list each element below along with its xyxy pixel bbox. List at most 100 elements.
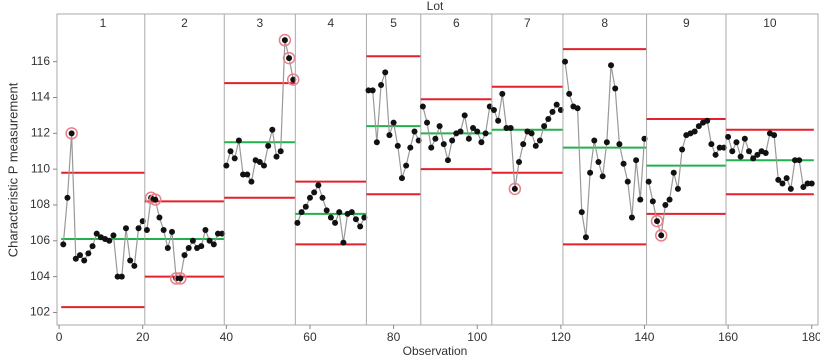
point bbox=[712, 151, 719, 158]
lot-label: 1 bbox=[100, 16, 107, 30]
point bbox=[315, 182, 322, 189]
point bbox=[461, 112, 468, 119]
point bbox=[691, 128, 698, 135]
lot-label: 8 bbox=[601, 16, 608, 30]
x-tick-label: 180 bbox=[802, 330, 820, 344]
point bbox=[248, 178, 255, 185]
point bbox=[725, 133, 732, 140]
y-axis-label: Characteristic P measurement bbox=[5, 82, 20, 257]
point bbox=[361, 214, 368, 221]
point bbox=[231, 155, 238, 162]
point bbox=[290, 76, 297, 83]
y-tick-label: 110 bbox=[31, 161, 50, 175]
point bbox=[474, 128, 481, 135]
point bbox=[411, 128, 418, 135]
point bbox=[478, 139, 485, 146]
point bbox=[595, 158, 602, 165]
point bbox=[260, 162, 267, 169]
point bbox=[495, 117, 502, 124]
point bbox=[775, 176, 782, 183]
lot-label: 9 bbox=[683, 16, 690, 30]
series-line bbox=[493, 93, 562, 189]
point bbox=[516, 158, 523, 165]
lot-label: 2 bbox=[181, 16, 188, 30]
point bbox=[754, 151, 761, 158]
point bbox=[670, 169, 677, 176]
point bbox=[662, 201, 669, 208]
point bbox=[511, 185, 518, 192]
point bbox=[177, 275, 184, 282]
point bbox=[457, 128, 464, 135]
point bbox=[750, 155, 757, 162]
point bbox=[294, 219, 301, 226]
point bbox=[612, 85, 619, 92]
point bbox=[348, 209, 355, 216]
point bbox=[733, 139, 740, 146]
point bbox=[202, 227, 209, 234]
point bbox=[298, 209, 305, 216]
point bbox=[658, 232, 665, 239]
point bbox=[424, 119, 431, 126]
point bbox=[708, 141, 715, 148]
x-tick-label: 60 bbox=[303, 330, 317, 344]
point bbox=[541, 123, 548, 130]
lot-label: 10 bbox=[763, 16, 777, 30]
y-tick-label: 112 bbox=[31, 125, 50, 139]
y-tick-label: 116 bbox=[31, 54, 50, 68]
point bbox=[286, 55, 293, 62]
point bbox=[499, 90, 506, 97]
point bbox=[641, 135, 648, 142]
x-tick-label: 80 bbox=[387, 330, 401, 344]
flag-ring bbox=[654, 229, 668, 242]
x-tick-label: 0 bbox=[56, 330, 63, 344]
point bbox=[214, 230, 221, 237]
flag-ring bbox=[174, 272, 187, 285]
point bbox=[110, 232, 117, 239]
lot-label: 7 bbox=[524, 16, 531, 30]
point bbox=[532, 142, 539, 149]
point bbox=[557, 107, 564, 114]
point bbox=[340, 239, 347, 246]
point bbox=[624, 178, 631, 185]
point bbox=[394, 142, 401, 149]
point bbox=[256, 158, 263, 165]
point bbox=[482, 130, 489, 137]
flag-ring bbox=[149, 193, 162, 206]
point bbox=[419, 103, 426, 110]
point bbox=[486, 103, 493, 110]
point bbox=[72, 255, 79, 262]
point bbox=[106, 237, 113, 244]
flag-ring bbox=[65, 127, 78, 140]
point bbox=[616, 141, 623, 148]
point bbox=[219, 230, 226, 237]
x-tick-label: 40 bbox=[220, 330, 234, 344]
point bbox=[369, 87, 376, 94]
point bbox=[210, 241, 217, 248]
point bbox=[465, 135, 472, 142]
point bbox=[373, 139, 380, 146]
y-tick-label: 108 bbox=[30, 197, 50, 211]
point bbox=[189, 237, 196, 244]
point bbox=[545, 115, 552, 122]
point bbox=[808, 180, 815, 187]
point bbox=[649, 198, 656, 205]
point bbox=[332, 219, 339, 226]
point bbox=[637, 196, 644, 203]
point bbox=[666, 196, 673, 203]
point bbox=[131, 262, 138, 269]
point bbox=[608, 62, 615, 69]
lot-label: 5 bbox=[390, 16, 397, 30]
point bbox=[306, 194, 313, 201]
point bbox=[553, 101, 560, 108]
point bbox=[599, 173, 606, 180]
point bbox=[198, 243, 205, 250]
point bbox=[741, 135, 748, 142]
point bbox=[432, 135, 439, 142]
point bbox=[244, 171, 251, 178]
point bbox=[76, 252, 83, 259]
point bbox=[127, 257, 134, 264]
point bbox=[729, 148, 736, 155]
point bbox=[444, 157, 451, 164]
point bbox=[302, 203, 309, 210]
point bbox=[227, 148, 234, 155]
